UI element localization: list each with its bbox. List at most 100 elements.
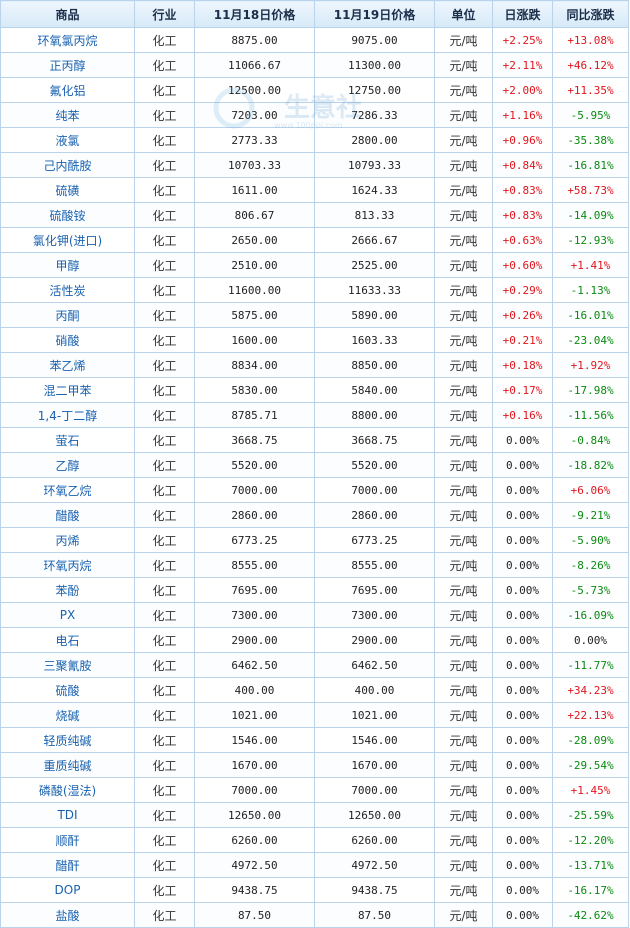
product-name-cell[interactable]: 硝酸 bbox=[0, 327, 135, 353]
industry-cell: 化工 bbox=[134, 252, 195, 278]
product-name-cell[interactable]: 硫酸铵 bbox=[0, 202, 135, 228]
product-name-cell[interactable]: 萤石 bbox=[0, 427, 135, 453]
industry-cell: 化工 bbox=[134, 552, 195, 578]
daily-change-cell: +1.16% bbox=[492, 102, 553, 128]
product-name-cell[interactable]: 轻质纯碱 bbox=[0, 727, 135, 753]
price-nov18-cell: 1670.00 bbox=[194, 752, 315, 778]
daily-change-cell: +0.83% bbox=[492, 202, 553, 228]
product-name-cell[interactable]: 纯苯 bbox=[0, 102, 135, 128]
price-nov18-cell: 7000.00 bbox=[194, 477, 315, 503]
table-row: 混二甲苯 化工 5830.00 5840.00 元/吨 +0.17% -17.98% bbox=[0, 377, 629, 403]
product-name-cell[interactable]: 氟化铝 bbox=[0, 77, 135, 103]
product-name-cell[interactable]: 硫酸 bbox=[0, 677, 135, 703]
product-name-cell[interactable]: 环氧乙烷 bbox=[0, 477, 135, 503]
daily-change-cell: +0.60% bbox=[492, 252, 553, 278]
industry-cell: 化工 bbox=[134, 627, 195, 653]
product-name-cell[interactable]: 氯化钾(进口) bbox=[0, 227, 135, 253]
product-name-cell[interactable]: 乙醇 bbox=[0, 452, 135, 478]
header-product[interactable]: 商品 bbox=[0, 0, 135, 28]
price-nov19-cell: 8555.00 bbox=[314, 552, 435, 578]
unit-cell: 元/吨 bbox=[434, 52, 493, 78]
industry-cell: 化工 bbox=[134, 827, 195, 853]
price-nov18-cell: 8875.00 bbox=[194, 27, 315, 53]
product-name-cell[interactable]: 甲醇 bbox=[0, 252, 135, 278]
daily-change-cell: 0.00% bbox=[492, 452, 553, 478]
unit-cell: 元/吨 bbox=[434, 377, 493, 403]
product-name-cell[interactable]: 磷酸(湿法) bbox=[0, 777, 135, 803]
price-nov18-cell: 10703.33 bbox=[194, 152, 315, 178]
product-name-cell[interactable]: 盐酸 bbox=[0, 902, 135, 928]
product-name-cell[interactable]: DOP bbox=[0, 877, 135, 903]
industry-cell: 化工 bbox=[134, 752, 195, 778]
product-name-cell[interactable]: PX bbox=[0, 602, 135, 628]
price-nov19-cell: 1546.00 bbox=[314, 727, 435, 753]
price-nov18-cell: 8785.71 bbox=[194, 402, 315, 428]
product-name-cell[interactable]: 醋酐 bbox=[0, 852, 135, 878]
price-nov18-cell: 2650.00 bbox=[194, 227, 315, 253]
product-name-cell[interactable]: 硫磺 bbox=[0, 177, 135, 203]
daily-change-cell: 0.00% bbox=[492, 477, 553, 503]
product-name-cell[interactable]: 三聚氰胺 bbox=[0, 652, 135, 678]
price-nov19-cell: 5840.00 bbox=[314, 377, 435, 403]
product-name-cell[interactable]: 烧碱 bbox=[0, 702, 135, 728]
yoy-change-cell: -23.04% bbox=[552, 327, 629, 353]
daily-change-cell: 0.00% bbox=[492, 527, 553, 553]
yoy-change-cell: -5.73% bbox=[552, 577, 629, 603]
daily-change-cell: 0.00% bbox=[492, 552, 553, 578]
industry-cell: 化工 bbox=[134, 352, 195, 378]
table-row: 活性炭 化工 11600.00 11633.33 元/吨 +0.29% -1.13% bbox=[0, 277, 629, 303]
product-name-cell[interactable]: 苯酚 bbox=[0, 577, 135, 603]
product-name-cell[interactable]: 苯乙烯 bbox=[0, 352, 135, 378]
industry-cell: 化工 bbox=[134, 602, 195, 628]
product-name-cell[interactable]: 重质纯碱 bbox=[0, 752, 135, 778]
product-name-cell[interactable]: 液氯 bbox=[0, 127, 135, 153]
product-name-cell[interactable]: 丙烯 bbox=[0, 527, 135, 553]
unit-cell: 元/吨 bbox=[434, 302, 493, 328]
unit-cell: 元/吨 bbox=[434, 327, 493, 353]
product-name-cell[interactable]: 活性炭 bbox=[0, 277, 135, 303]
yoy-change-cell: +13.08% bbox=[552, 27, 629, 53]
product-name-cell[interactable]: TDI bbox=[0, 802, 135, 828]
price-nov18-cell: 12650.00 bbox=[194, 802, 315, 828]
daily-change-cell: 0.00% bbox=[492, 902, 553, 928]
price-nov19-cell: 7300.00 bbox=[314, 602, 435, 628]
unit-cell: 元/吨 bbox=[434, 527, 493, 553]
daily-change-cell: +0.63% bbox=[492, 227, 553, 253]
product-name-cell[interactable]: 混二甲苯 bbox=[0, 377, 135, 403]
price-nov19-cell: 2860.00 bbox=[314, 502, 435, 528]
product-name-cell[interactable]: 醋酸 bbox=[0, 502, 135, 528]
industry-cell: 化工 bbox=[134, 877, 195, 903]
product-name-cell[interactable]: 己内酰胺 bbox=[0, 152, 135, 178]
unit-cell: 元/吨 bbox=[434, 627, 493, 653]
product-name-cell[interactable]: 环氧氯丙烷 bbox=[0, 27, 135, 53]
industry-cell: 化工 bbox=[134, 302, 195, 328]
industry-cell: 化工 bbox=[134, 702, 195, 728]
header-industry[interactable]: 行业 bbox=[134, 0, 195, 28]
header-unit[interactable]: 单位 bbox=[434, 0, 493, 28]
product-name-cell[interactable]: 1,4-丁二醇 bbox=[0, 402, 135, 428]
unit-cell: 元/吨 bbox=[434, 552, 493, 578]
header-price-nov19[interactable]: 11月19日价格 bbox=[314, 0, 435, 28]
price-nov18-cell: 7203.00 bbox=[194, 102, 315, 128]
unit-cell: 元/吨 bbox=[434, 452, 493, 478]
header-daily-change[interactable]: 日涨跌 bbox=[492, 0, 553, 28]
price-nov19-cell: 7000.00 bbox=[314, 777, 435, 803]
unit-cell: 元/吨 bbox=[434, 602, 493, 628]
yoy-change-cell: +1.41% bbox=[552, 252, 629, 278]
product-name-cell[interactable]: 电石 bbox=[0, 627, 135, 653]
product-name-cell[interactable]: 丙酮 bbox=[0, 302, 135, 328]
unit-cell: 元/吨 bbox=[434, 252, 493, 278]
industry-cell: 化工 bbox=[134, 377, 195, 403]
price-nov19-cell: 8850.00 bbox=[314, 352, 435, 378]
header-yoy-change[interactable]: 同比涨跌 bbox=[552, 0, 629, 28]
product-name-cell[interactable]: 顺酐 bbox=[0, 827, 135, 853]
daily-change-cell: 0.00% bbox=[492, 652, 553, 678]
header-price-nov18[interactable]: 11月18日价格 bbox=[194, 0, 315, 28]
yoy-change-cell: +1.92% bbox=[552, 352, 629, 378]
product-name-cell[interactable]: 环氧丙烷 bbox=[0, 552, 135, 578]
unit-cell: 元/吨 bbox=[434, 152, 493, 178]
product-name-cell[interactable]: 正丙醇 bbox=[0, 52, 135, 78]
daily-change-cell: 0.00% bbox=[492, 802, 553, 828]
table-row: 轻质纯碱 化工 1546.00 1546.00 元/吨 0.00% -28.09% bbox=[0, 727, 629, 753]
unit-cell: 元/吨 bbox=[434, 677, 493, 703]
